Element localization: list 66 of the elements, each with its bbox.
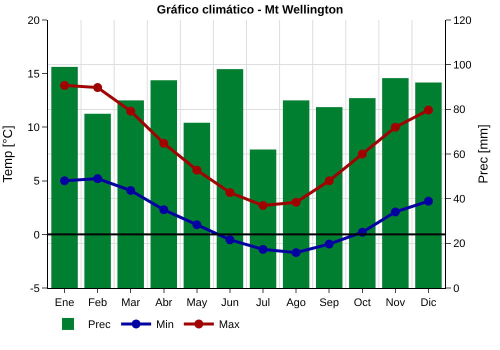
- bar: [282, 100, 310, 288]
- y2-tick-label: 40: [453, 194, 466, 206]
- point: [324, 240, 334, 249]
- bar: [216, 69, 244, 288]
- y2-tick-label: 120: [453, 14, 472, 27]
- point: [258, 244, 268, 254]
- x-tick-label: Dic: [420, 297, 437, 310]
- y2-tick-label: 20: [453, 238, 466, 250]
- point: [225, 235, 234, 244]
- y-tick-label: 0: [34, 229, 40, 242]
- bar: [150, 80, 178, 288]
- legend-label: Max: [218, 319, 240, 332]
- point: [60, 80, 70, 90]
- bar: [184, 122, 210, 288]
- y2-tick-label: 0: [453, 282, 460, 295]
- x-tick-label: Oct: [354, 297, 371, 310]
- point: [424, 196, 433, 206]
- point: [93, 174, 102, 184]
- bar: [117, 100, 144, 288]
- point: [126, 106, 136, 116]
- chart-title: Gráfico climático - Mt Wellington: [156, 2, 344, 17]
- y2-tick-label: 100: [453, 60, 472, 72]
- bar: [250, 150, 276, 288]
- point: [159, 138, 168, 148]
- bar: [382, 78, 409, 288]
- y2-tick-label: 60: [453, 148, 466, 161]
- bar: [415, 82, 442, 288]
- x-tick-label: Mar: [121, 297, 141, 310]
- point: [358, 150, 367, 158]
- y2-axis-title: Prec [mm]: [476, 124, 490, 184]
- y-tick-label: -5: [30, 282, 40, 295]
- point: [390, 207, 400, 216]
- point: [258, 200, 268, 210]
- y-tick-label: 5: [34, 176, 40, 188]
- point: [292, 198, 301, 207]
- y-tick-label: 20: [28, 14, 40, 27]
- point: [324, 176, 334, 186]
- y-tick-label: 10: [28, 122, 40, 134]
- x-tick-label: Jul: [256, 297, 270, 310]
- point: [390, 122, 400, 132]
- legend-label: Prec: [88, 319, 112, 332]
- x-tick-label: Sep: [319, 297, 339, 310]
- point: [424, 106, 433, 115]
- y-axis-title: Temp [°C]: [0, 125, 15, 183]
- point: [292, 248, 301, 258]
- point: [192, 220, 202, 230]
- x-tick-label: May: [186, 297, 208, 310]
- point: [225, 188, 234, 198]
- y2-tick-label: 80: [453, 104, 466, 116]
- x-tick-label: Abr: [155, 297, 173, 310]
- bar: [349, 98, 376, 288]
- y-tick-label: 15: [28, 68, 40, 80]
- bar: [316, 107, 342, 288]
- bar: [84, 114, 111, 288]
- x-tick-label: Feb: [88, 297, 108, 310]
- bar: [51, 66, 78, 288]
- point: [60, 176, 70, 186]
- point: [192, 166, 202, 175]
- x-tick-label: Jun: [221, 297, 239, 310]
- point: [93, 83, 102, 92]
- x-tick-label: Nov: [386, 297, 406, 310]
- x-tick-label: Ene: [54, 297, 74, 310]
- x-tick-label: Ago: [286, 297, 306, 310]
- point: [159, 205, 168, 214]
- legend-label: Min: [156, 319, 174, 332]
- point: [126, 186, 136, 195]
